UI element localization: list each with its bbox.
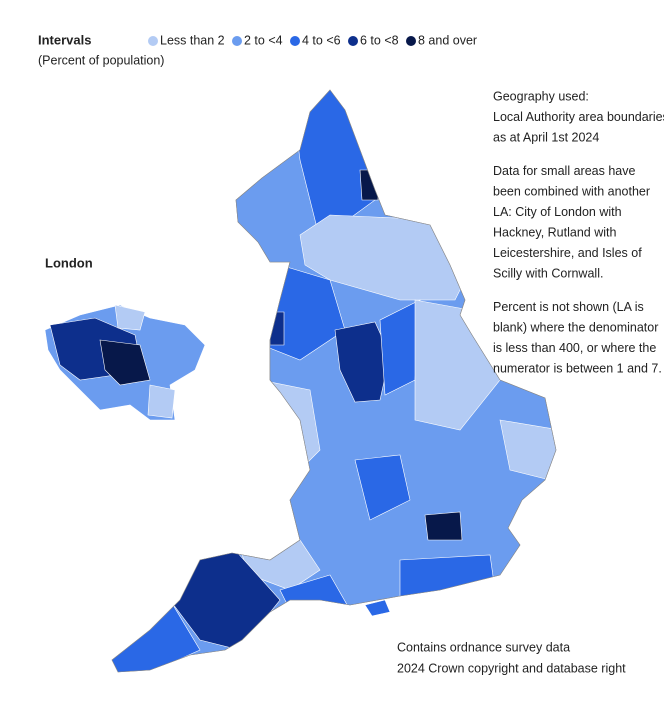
legend-swatch [148,36,158,46]
legend-label: Less than 2 [160,33,225,47]
note-line: Scilly with Cornwall. [493,266,603,280]
map-region [364,599,391,617]
legend-label: 8 and over [418,33,477,47]
note-line: Leicestershire, and Isles of [493,246,642,260]
map-region [399,554,496,601]
note-line: Data for small areas have [493,164,635,178]
legend-title: Intervals [38,32,91,47]
map-region [269,311,285,346]
note-line: as at April 1st 2024 [493,130,599,144]
legend-swatch [348,36,358,46]
notes: Geography used: Local Authority area boun… [493,89,664,375]
legend-subtitle: (Percent of population) [38,53,164,67]
note-line: blank) where the denominator [493,320,658,334]
footer: Contains ordnance survey data 2024 Crown … [397,640,626,675]
map-region [334,321,391,403]
note-line: numerator is between 1 and 7. [493,361,662,375]
footer-line: Contains ordnance survey data [397,640,570,654]
inset-title: London [45,255,93,270]
legend-label: 2 to <4 [244,33,283,47]
legend: Intervals (Percent of population) Less t… [38,32,477,67]
footer-line: 2024 Crown copyright and database right [397,661,626,675]
note-line: Hackney, Rutland with [493,225,616,239]
legend-swatch [406,36,416,46]
note-line: is less than 400, or where the [493,341,656,355]
london-inset: London [44,255,206,421]
map-region [147,384,176,419]
map-region [299,214,471,301]
note-line: Geography used: [493,89,589,103]
note-line: Local Authority area boundaries [493,110,664,124]
note-line: Percent is not shown (LA is [493,300,644,314]
note-line: been combined with another [493,184,650,198]
legend-label: 4 to <6 [302,33,341,47]
map-region [424,511,463,541]
legend-swatch [290,36,300,46]
map-region [354,454,411,521]
map-region [114,304,146,331]
legend-label: 6 to <8 [360,33,399,47]
map-region [99,339,151,386]
map-outline [111,89,557,673]
legend-swatch [232,36,242,46]
note-line: LA: City of London with [493,205,622,219]
